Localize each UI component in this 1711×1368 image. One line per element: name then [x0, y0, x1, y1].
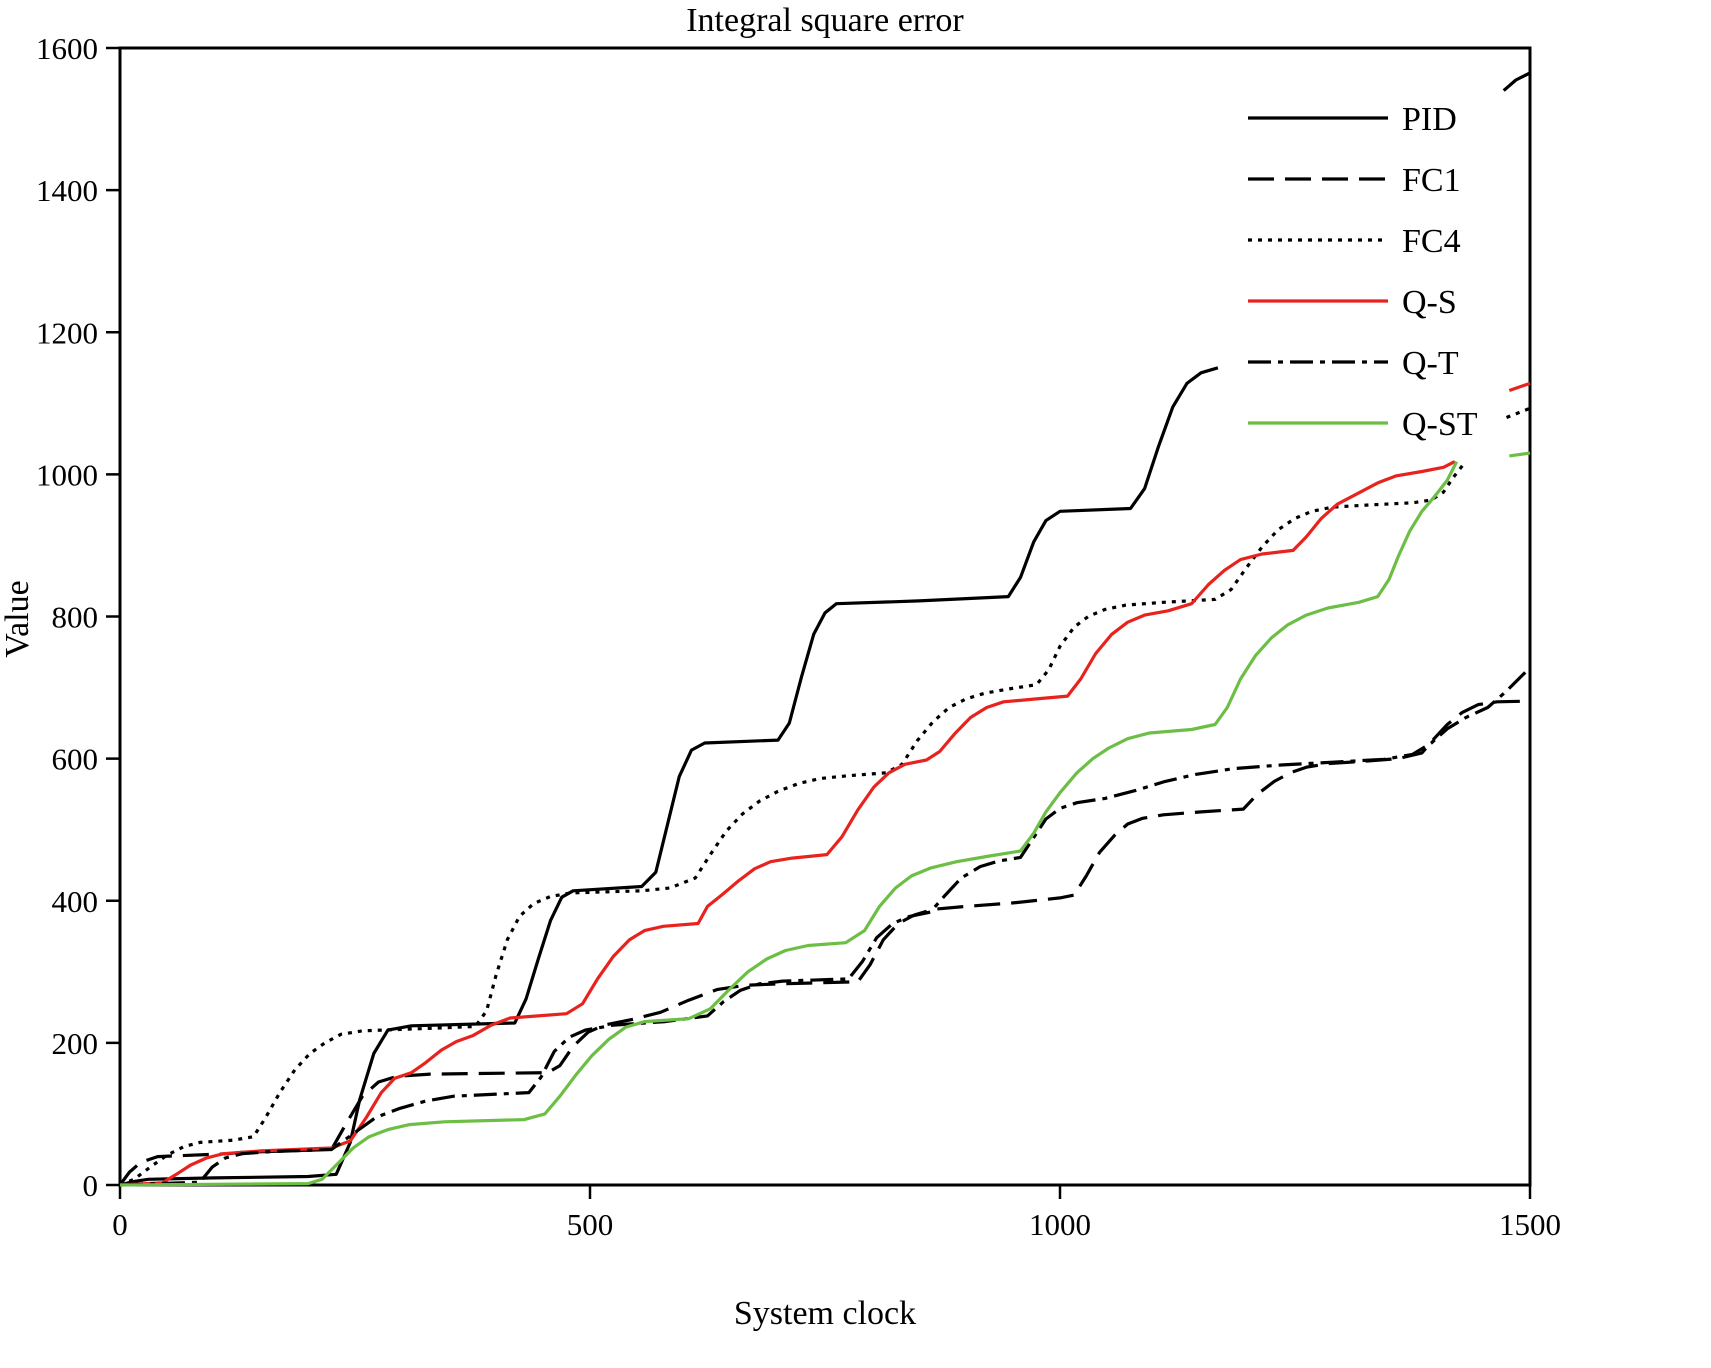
x-axis-label: System clock — [733, 1295, 917, 1332]
y-tick-label: 400 — [52, 884, 99, 919]
x-tick-label: 0 — [112, 1207, 128, 1242]
series-line-pid — [119, 71, 1531, 1187]
y-tick-label: 200 — [52, 1026, 99, 1061]
y-tick-label: 800 — [52, 600, 99, 635]
y-axis-label: Value — [0, 580, 36, 658]
y-tick-label: 1000 — [36, 457, 98, 492]
y-tick-label: 1200 — [36, 315, 98, 350]
series-line-fc4 — [119, 406, 1531, 1187]
x-tick-label: 1500 — [1499, 1207, 1561, 1242]
y-tick-label: 600 — [52, 742, 99, 777]
chart-title: Integral square error — [686, 2, 964, 39]
legend-label-pid: PID — [1402, 101, 1457, 138]
x-tick-label: 1000 — [1029, 1207, 1091, 1242]
y-tick-label: 1600 — [36, 31, 98, 66]
legend-label-fc4: FC4 — [1402, 223, 1461, 260]
legend-label-q-t: Q-T — [1402, 345, 1459, 382]
series-line-q-st — [119, 451, 1531, 1187]
axis-frame — [118, 46, 1532, 1187]
legend-label-q-st: Q-ST — [1402, 406, 1478, 443]
series-line-q-t — [119, 666, 1532, 1187]
y-tick-label: 0 — [83, 1168, 99, 1203]
series-line-q-s — [119, 381, 1531, 1187]
legend-label-fc1: FC1 — [1402, 162, 1461, 199]
y-tick-label: 1400 — [36, 173, 98, 208]
x-tick-label: 500 — [567, 1207, 614, 1242]
legend-label-q-s: Q-S — [1402, 284, 1457, 321]
